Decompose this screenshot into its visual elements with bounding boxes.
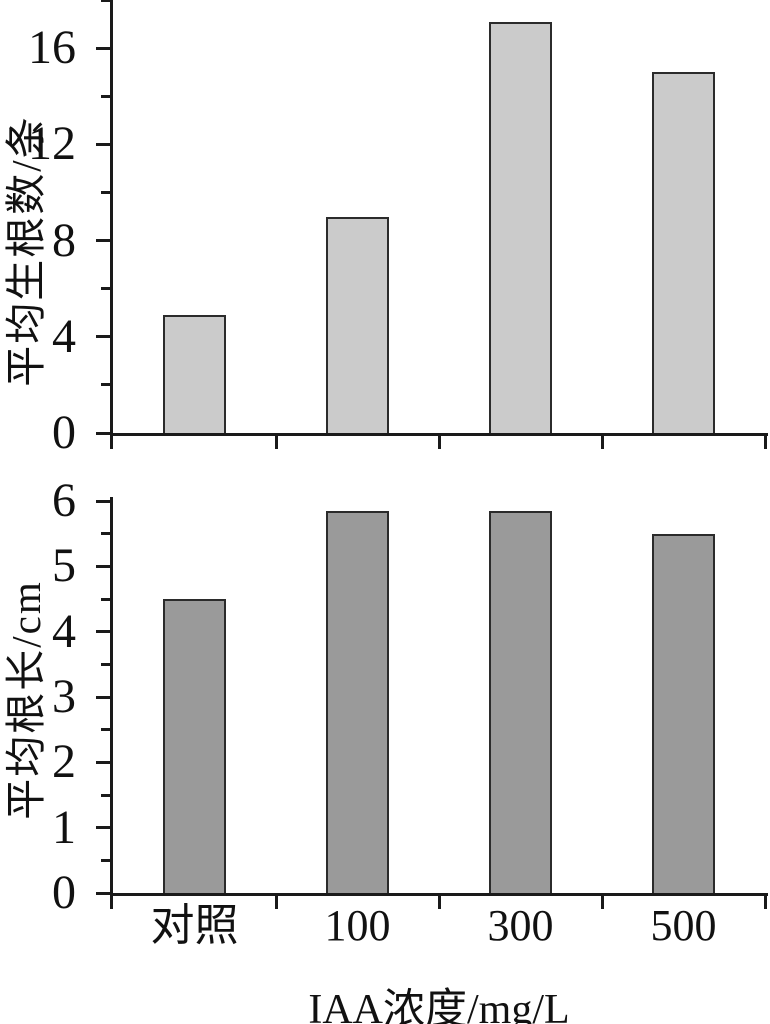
y-minor-tick xyxy=(101,94,110,98)
y-minor-tick xyxy=(101,532,110,536)
x-boundary-tick xyxy=(274,436,278,449)
x-boundary-tick xyxy=(437,436,441,449)
y-major-tick xyxy=(96,335,110,339)
y-minor-tick xyxy=(101,728,110,732)
x-boundary-tick xyxy=(600,436,604,449)
y-major-tick xyxy=(96,564,110,568)
y-minor-tick xyxy=(101,0,110,2)
bar-500 xyxy=(652,72,715,435)
y-axis-line xyxy=(110,497,113,904)
y-tick-label: 0 xyxy=(52,406,76,459)
y-tick-label: 4 xyxy=(52,309,76,363)
y-minor-tick xyxy=(101,597,110,601)
y-tick-label: 16 xyxy=(28,21,76,75)
y-major-tick xyxy=(96,826,110,830)
y-tick-label: 0 xyxy=(52,866,76,919)
y-minor-tick xyxy=(101,383,110,387)
y-tick-label: 8 xyxy=(52,213,76,267)
x-boundary-tick xyxy=(274,896,278,909)
x-axis-label: IAA浓度/mg/L xyxy=(308,987,570,1024)
x-category-label-500: 500 xyxy=(650,901,717,950)
y-major-tick xyxy=(96,499,110,503)
x-boundary-tick xyxy=(763,896,767,909)
y-major-tick xyxy=(96,46,110,50)
bar-300 xyxy=(489,21,552,435)
x-boundary-tick xyxy=(600,896,604,909)
y-tick-label: 6 xyxy=(52,474,76,527)
x-category-label-300: 300 xyxy=(487,901,554,950)
bar-对照 xyxy=(163,315,226,435)
bar-100 xyxy=(326,216,389,435)
x-boundary-tick xyxy=(437,896,441,909)
bar-300 xyxy=(489,510,552,895)
y-tick-label: 2 xyxy=(52,735,76,789)
bar-100 xyxy=(326,510,389,895)
y-major-tick xyxy=(96,239,110,243)
y-major-tick xyxy=(96,695,110,699)
y-major-tick xyxy=(96,760,110,764)
x-axis-line xyxy=(110,893,768,896)
y-minor-tick xyxy=(101,287,110,291)
y-major-tick xyxy=(96,630,110,634)
x-category-label-100: 100 xyxy=(324,901,391,950)
y-major-tick xyxy=(96,142,110,146)
bar-500 xyxy=(652,533,715,895)
x-boundary-tick xyxy=(763,436,767,449)
y-minor-tick xyxy=(101,793,110,797)
x-axis-line xyxy=(110,433,768,436)
y-axis-line xyxy=(110,0,113,444)
bar-对照 xyxy=(163,599,226,895)
y-major-tick xyxy=(96,431,110,435)
x-category-label-对照: 对照 xyxy=(150,901,239,950)
x-boundary-tick xyxy=(110,436,113,449)
y-tick-label: 3 xyxy=(52,670,76,723)
y-minor-tick xyxy=(101,858,110,862)
y-tick-label: 12 xyxy=(28,117,76,171)
y-minor-tick xyxy=(101,190,110,194)
y-tick-label: 1 xyxy=(52,800,76,854)
y-tick-label: 5 xyxy=(52,539,76,593)
x-boundary-tick xyxy=(110,896,113,909)
y-minor-tick xyxy=(101,662,110,666)
y-major-tick xyxy=(96,891,110,895)
y-tick-label: 4 xyxy=(52,604,76,658)
